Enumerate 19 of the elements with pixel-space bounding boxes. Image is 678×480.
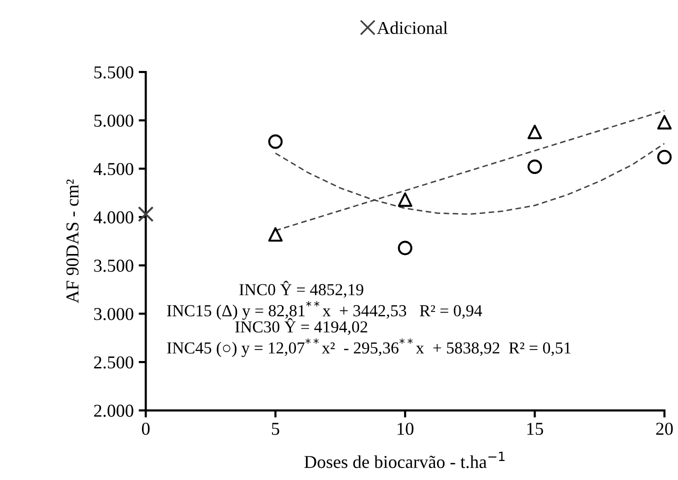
y-tick-label: 5.000 — [94, 114, 134, 127]
annotation: INC0 Ŷ = 4852,19 — [239, 280, 364, 298]
y-axis-title: AF 90DAS - cm² — [66, 179, 79, 304]
x-axis-title: Doses de biocarvão - t.ha$^{−1}$ — [304, 452, 505, 468]
y-tick-label: 3.500 — [94, 260, 134, 272]
y-tick-label: 2.500 — [94, 356, 134, 369]
x-tick-label: 20 — [656, 422, 673, 435]
y-tick-label: 4.000 — [94, 211, 134, 224]
x-tick-label: 15 — [527, 422, 544, 435]
x-tick-label: 10 — [398, 422, 414, 435]
y-tick-label: 5.500 — [94, 66, 134, 79]
legend-label: Adicional — [376, 21, 448, 34]
annotation: INC45 (○) y = 12,07$^{**}$x² - 295,36$^{**}$x + 5838,92 R² = 0,51 — [167, 338, 571, 358]
y-tick-label: 2.000 — [94, 404, 134, 417]
annotation: INC15 (Δ) y = 82,81$^{**}$x + 3442,53 R² = 0,94 — [167, 301, 482, 320]
x-tick-label: 5 — [272, 422, 280, 435]
y-tick-label: 4.500 — [94, 162, 134, 176]
x-tick-label: 0 — [142, 422, 150, 435]
y-tick-label: 3.000 — [94, 308, 134, 320]
